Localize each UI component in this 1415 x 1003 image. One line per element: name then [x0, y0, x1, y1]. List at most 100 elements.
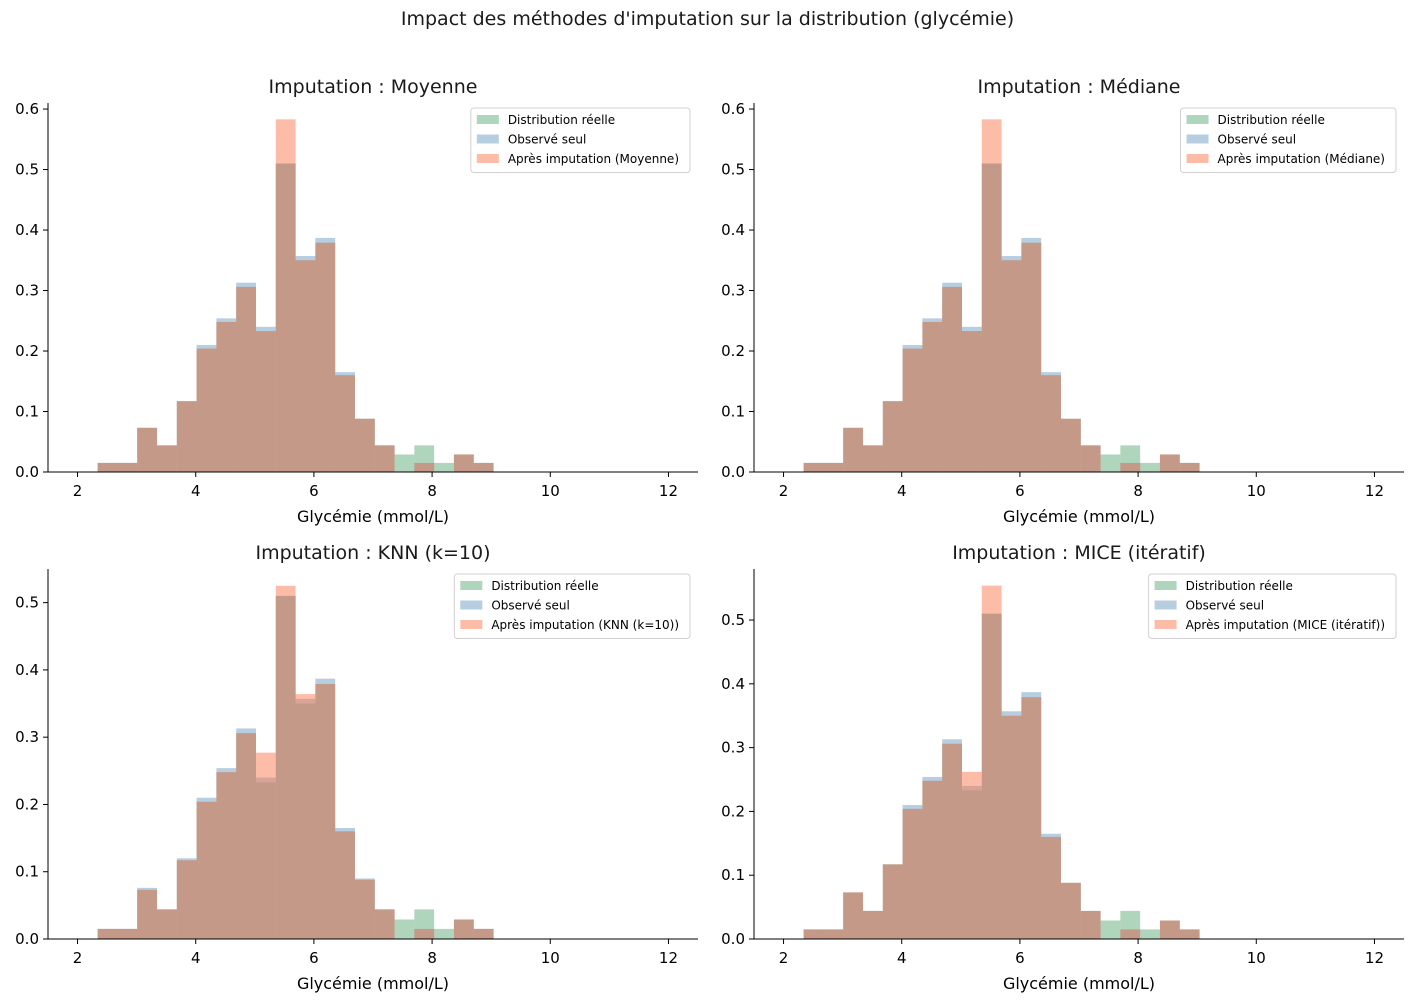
bar-impute-2: [843, 892, 864, 939]
bar-impute-12: [1041, 836, 1061, 939]
legend-swatch-reelle: [1154, 581, 1177, 590]
bar-impute-5: [196, 348, 217, 472]
bar-impute-10: [1001, 260, 1022, 472]
legend-swatch-observe: [1154, 600, 1177, 610]
series-impute: [97, 585, 494, 939]
bar-impute-0: [803, 462, 824, 472]
bar-impute-9: [981, 119, 1002, 472]
bar-impute-13: [1060, 882, 1081, 939]
bar-impute-6: [922, 321, 943, 472]
bar-impute-1: [823, 462, 844, 472]
bar-impute-18: [1159, 454, 1180, 472]
x-tick-label: 8: [1133, 482, 1143, 500]
y-tick-label: 0.1: [721, 866, 745, 884]
bar-impute-8: [962, 331, 982, 472]
x-tick-label: 12: [1365, 949, 1384, 967]
y-tick-label: 0.3: [721, 739, 745, 757]
bar-impute-8: [256, 752, 276, 939]
bar-impute-11: [315, 242, 336, 472]
y-tick-label: 0.6: [721, 100, 745, 118]
y-tick-label: 0.3: [15, 728, 39, 746]
bar-impute-3: [157, 445, 177, 472]
bar-impute-13: [1060, 418, 1081, 472]
legend-label-impute: Après imputation (MICE (itératif)): [1186, 618, 1385, 632]
bar-impute-9: [981, 585, 1002, 939]
x-tick-label: 6: [309, 482, 319, 500]
legend-label-reelle: Distribution réelle: [1218, 113, 1325, 127]
bar-impute-0: [97, 462, 118, 472]
bar-impute-4: [176, 401, 197, 472]
legend-swatch-observe: [460, 600, 483, 610]
legend-swatch-reelle: [476, 115, 499, 124]
bar-impute-1: [823, 929, 844, 939]
x-tick-label: 2: [779, 949, 789, 967]
bar-impute-19: [1179, 929, 1200, 939]
bar-impute-6: [216, 321, 237, 472]
x-axis-label: Glycémie (mmol/L): [1003, 974, 1155, 993]
x-tick-label: 12: [1365, 482, 1384, 500]
legend-label-observe: Observé seul: [508, 133, 587, 147]
x-tick-label: 10: [1247, 949, 1266, 967]
x-tick-label: 12: [659, 949, 678, 967]
bar-impute-1: [117, 928, 138, 939]
bar-impute-13: [354, 418, 375, 472]
series-impute: [803, 585, 1200, 939]
bar-impute-11: [1021, 242, 1042, 472]
bar-impute-12: [335, 375, 355, 472]
bar-impute-4: [176, 860, 197, 939]
bar-impute-8: [256, 331, 276, 472]
legend-swatch-observe: [476, 134, 499, 144]
legend-swatch-impute: [460, 620, 483, 629]
bar-impute-10: [1001, 715, 1022, 939]
bar-impute-4: [882, 864, 903, 939]
x-tick-label: 6: [1015, 949, 1025, 967]
bar-impute-9: [275, 119, 296, 472]
bar-impute-19: [473, 928, 494, 939]
bar-impute-7: [236, 286, 256, 472]
y-tick-label: 0.1: [15, 863, 39, 881]
bar-reelle-15: [394, 919, 415, 939]
legend-frame: [1148, 573, 1397, 639]
y-tick-label: 0.5: [15, 594, 39, 612]
bar-impute-7: [942, 743, 962, 939]
legend-frame: [470, 107, 691, 173]
y-tick-label: 0.1: [721, 403, 745, 421]
subplot-title: Imputation : Médiane: [978, 76, 1181, 98]
bar-impute-5: [196, 801, 217, 939]
y-tick-label: 0.3: [15, 282, 39, 300]
x-tick-label: 4: [897, 482, 907, 500]
bar-impute-18: [453, 919, 474, 939]
y-tick-label: 0.1: [15, 403, 39, 421]
y-tick-label: 0.5: [15, 161, 39, 179]
y-tick-label: 0.2: [721, 342, 745, 360]
bar-reelle-17: [434, 462, 454, 472]
bar-impute-12: [335, 831, 355, 939]
subplot-4: 2 4 6 8 10 12 0.0 0.1 0.2 0.3 0.4 0.5 Imputation : M…: [721, 542, 1404, 993]
legend: Distribution réelle Observé seul Après imp…: [1148, 573, 1397, 639]
bar-impute-4: [882, 401, 903, 472]
bar-reelle-15: [1100, 454, 1121, 472]
x-tick-label: 4: [897, 949, 907, 967]
bar-impute-8: [962, 771, 982, 939]
legend: Distribution réelle Observé seul Après imp…: [1180, 107, 1397, 173]
y-tick-label: 0.5: [721, 611, 745, 629]
bar-impute-16: [1120, 462, 1141, 472]
subplot-2: 2 4 6 8 10 12 0.0 0.1 0.2 0.3 0.4 0.5 0.6 Imputation …: [721, 76, 1404, 526]
legend: Distribution réelle Observé seul Après imp…: [470, 107, 691, 173]
legend-frame: [453, 573, 691, 639]
bar-impute-3: [863, 445, 883, 472]
legend-label-reelle: Distribution réelle: [491, 579, 598, 593]
bar-reelle-15: [1100, 920, 1121, 939]
legend-label-reelle: Distribution réelle: [508, 113, 615, 127]
y-tick-label: 0.2: [721, 802, 745, 820]
y-tick-label: 0.0: [721, 930, 745, 948]
bar-impute-19: [473, 462, 494, 472]
legend-swatch-reelle: [460, 581, 483, 590]
legend-swatch-observe: [1186, 134, 1209, 144]
x-axis-label: Glycémie (mmol/L): [1003, 507, 1155, 526]
bar-impute-11: [1021, 697, 1042, 939]
legend-label-impute: Après imputation (Médiane): [1218, 152, 1385, 166]
figure-suptitle: Impact des méthodes d'imputation sur la …: [400, 8, 1015, 30]
bar-impute-16: [414, 928, 435, 939]
